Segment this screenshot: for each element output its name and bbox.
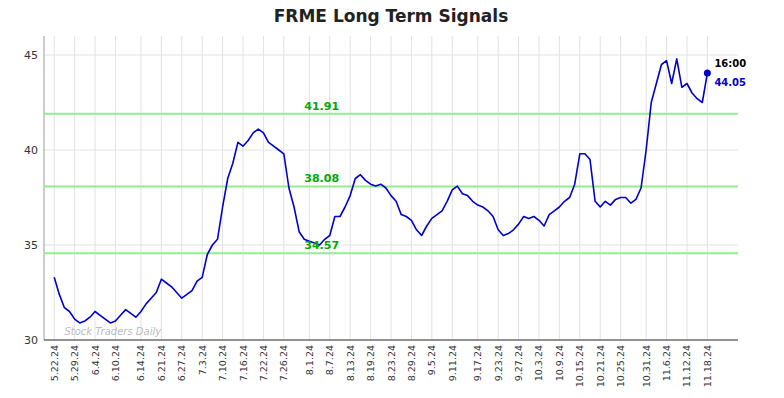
x-grid-line: [74, 36, 75, 340]
x-grid-line: [518, 36, 519, 340]
x-grid-line: [538, 36, 539, 340]
x-tick-label: 9.27.24: [513, 345, 524, 381]
x-tick-label: 8.19.24: [365, 345, 376, 381]
signal-label: 38.08: [304, 172, 339, 185]
x-grid-line: [181, 36, 182, 340]
x-grid-line: [370, 36, 371, 340]
x-grid-line: [666, 36, 667, 340]
x-tick-label: 11.6.24: [661, 345, 672, 381]
x-grid-line: [559, 36, 560, 340]
x-tick-label: 5.29.24: [69, 345, 80, 381]
x-tick-label: 8.7.24: [324, 345, 335, 375]
x-grid-line: [686, 36, 687, 340]
x-tick-label: 11.18.24: [702, 345, 713, 387]
x-grid-line: [329, 36, 330, 340]
x-grid-line: [452, 36, 453, 340]
x-tick-label: 7.10.24: [217, 345, 228, 381]
signal-label: 41.91: [304, 100, 339, 113]
signal-label: 34.57: [304, 239, 339, 252]
y-axis-line: [44, 36, 45, 340]
x-grid-line: [620, 36, 621, 340]
x-tick-label: 8.13.24: [345, 345, 356, 381]
x-grid-line: [222, 36, 223, 340]
x-grid-line: [243, 36, 244, 340]
end-dot: [704, 70, 711, 77]
x-grid-line: [263, 36, 264, 340]
x-grid-line: [600, 36, 601, 340]
x-grid-line: [161, 36, 162, 340]
x-tick-label: 10.31.24: [641, 345, 652, 387]
x-tick-label: 7.3.24: [197, 345, 208, 375]
x-grid-line: [202, 36, 203, 340]
x-tick-label: 9.23.24: [493, 345, 504, 381]
signal-line: [44, 185, 738, 187]
x-tick-label: 10.15.24: [574, 345, 585, 387]
end-price-label: 44.05: [714, 77, 746, 88]
x-grid-line: [579, 36, 580, 340]
x-tick-label: 9.11.24: [447, 345, 458, 381]
y-tick-label: 35: [24, 239, 38, 252]
x-tick-label: 7.16.24: [238, 345, 249, 381]
x-grid-line: [309, 36, 310, 340]
chart: FRME Long Term Signals 30 35 40 45 5.22.24 5.2…: [0, 0, 784, 398]
x-grid-line: [411, 36, 412, 340]
x-tick-label: 8.23.24: [386, 345, 397, 381]
x-grid-line: [140, 36, 141, 340]
grid: [44, 36, 738, 340]
x-tick-label: 8.1.24: [304, 345, 315, 375]
x-tick-label: 10.3.24: [533, 345, 544, 381]
title: FRME Long Term Signals: [274, 6, 509, 26]
x-tick-label: 8.29.24: [406, 345, 417, 381]
end-time-label: 16:00: [714, 58, 746, 69]
x-tick-label: 7.22.24: [258, 345, 269, 381]
y-tick-label: 45: [24, 49, 38, 62]
x-tick-label: 6.21.24: [156, 345, 167, 381]
x-grid-line: [498, 36, 499, 340]
x-tick-label: 6.27.24: [176, 345, 187, 381]
x-grid-line: [54, 36, 55, 340]
x-grid-line: [115, 36, 116, 340]
y-tick-label: 30: [24, 334, 38, 347]
x-tick-label: 9.5.24: [426, 345, 437, 375]
x-grid-line: [707, 36, 708, 340]
x-tick-label: 9.17.24: [472, 345, 483, 381]
x-grid-line: [646, 36, 647, 340]
x-tick-label: 5.22.24: [49, 345, 60, 381]
x-grid-line: [391, 36, 392, 340]
signal-line: [44, 113, 738, 115]
y-tick-label: 40: [24, 144, 38, 157]
y-grid-line: [44, 340, 738, 341]
watermark: Stock Traders Daily: [64, 326, 162, 337]
x-tick-label: 11.12.24: [681, 345, 692, 387]
x-grid-line: [477, 36, 478, 340]
x-tick-label: 10.9.24: [554, 345, 565, 381]
x-grid-line: [431, 36, 432, 340]
x-tick-label: 10.25.24: [615, 345, 626, 387]
x-grid-line: [95, 36, 96, 340]
x-grid-line: [350, 36, 351, 340]
x-tick-label: 6.10.24: [110, 345, 121, 381]
x-tick-label: 7.26.24: [278, 345, 289, 381]
x-tick-label: 10.21.24: [595, 345, 606, 387]
x-grid-line: [283, 36, 284, 340]
plot-area: [44, 59, 738, 323]
price-line: [54, 59, 707, 323]
x-tick-label: 6.4.24: [90, 345, 101, 375]
x-tick-label: 6.14.24: [135, 345, 146, 381]
x-axis-line: [44, 340, 738, 341]
signal-line: [44, 252, 738, 254]
